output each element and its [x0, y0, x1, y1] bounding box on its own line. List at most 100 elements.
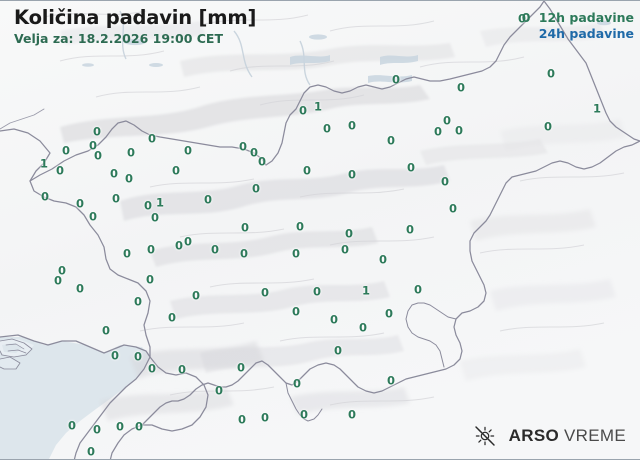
station-value[interactable]: 0	[93, 148, 103, 163]
station-value[interactable]: 0	[298, 103, 308, 118]
station-value[interactable]: 0	[101, 323, 111, 338]
station-value[interactable]: 1	[361, 283, 371, 298]
station-value[interactable]: 0	[440, 174, 450, 189]
station-value[interactable]: 0	[344, 226, 354, 241]
station-value[interactable]: 0	[322, 121, 332, 136]
austria-slovenia-border	[29, 1, 545, 182]
legend-label-24h: 24h padavine	[538, 25, 634, 41]
station-value[interactable]: 0	[386, 373, 396, 388]
station-value[interactable]: 0	[55, 163, 65, 178]
station-value[interactable]: 0	[203, 192, 213, 207]
station-value[interactable]: 0	[143, 198, 153, 213]
station-value[interactable]: 0	[240, 220, 250, 235]
station-value[interactable]: 0	[126, 145, 136, 160]
station-value[interactable]: 0	[115, 419, 125, 434]
station-value[interactable]: 0	[167, 310, 177, 325]
station-value[interactable]: 0	[75, 196, 85, 211]
station-value[interactable]: 0	[110, 348, 120, 363]
brand-name-arso: ARSO	[508, 426, 559, 445]
station-value[interactable]: 1	[313, 99, 323, 114]
station-value[interactable]: 0	[543, 119, 553, 134]
station-value[interactable]: 0	[329, 312, 339, 327]
station-value[interactable]: 0	[378, 252, 388, 267]
station-value[interactable]: 1	[39, 156, 49, 171]
station-value[interactable]: 0	[145, 272, 155, 287]
station-value[interactable]: 0	[251, 181, 261, 196]
station-value[interactable]: 0	[391, 72, 401, 87]
station-value[interactable]: 0	[249, 145, 259, 160]
station-value[interactable]: 0	[150, 210, 160, 225]
station-value[interactable]: 0	[133, 294, 143, 309]
station-value[interactable]: 0	[147, 131, 157, 146]
station-value[interactable]: 0	[236, 360, 246, 375]
station-value[interactable]: 0	[191, 288, 201, 303]
station-value[interactable]: 0	[347, 407, 357, 422]
station-value[interactable]: 0	[238, 139, 248, 154]
station-value[interactable]: 0	[454, 123, 464, 138]
station-value[interactable]: 0	[291, 304, 301, 319]
station-value[interactable]: 1	[155, 195, 165, 210]
station-value[interactable]: 0	[67, 418, 77, 433]
station-value[interactable]: 0	[448, 201, 458, 216]
station-value[interactable]: 0	[405, 222, 415, 237]
station-value[interactable]: 0	[57, 263, 67, 278]
station-value[interactable]: 0	[386, 133, 396, 148]
station-value[interactable]: 0	[92, 124, 102, 139]
station-value[interactable]: 0	[88, 138, 98, 153]
station-value[interactable]: 0	[53, 273, 63, 288]
station-value[interactable]: 0	[88, 209, 98, 224]
legend-row-12h[interactable]: 0 12h padavine	[522, 10, 634, 26]
station-value[interactable]: 0	[358, 320, 368, 335]
station-value[interactable]: 0	[312, 284, 322, 299]
marano-lagoon	[0, 356, 21, 370]
station-value[interactable]: 0	[302, 163, 312, 178]
station-value[interactable]: 0	[517, 11, 527, 26]
station-value[interactable]: 0	[86, 444, 96, 459]
station-value[interactable]: 0	[122, 246, 132, 261]
station-value[interactable]: 0	[147, 361, 157, 376]
station-value[interactable]: 0	[134, 419, 144, 434]
station-value[interactable]: 0	[237, 412, 247, 427]
station-value[interactable]: 0	[124, 171, 134, 186]
station-value[interactable]: 0	[210, 242, 220, 257]
station-value[interactable]: 0	[456, 80, 466, 95]
station-value[interactable]: 0	[171, 163, 181, 178]
station-value[interactable]: 0	[347, 118, 357, 133]
station-value[interactable]: 0	[546, 66, 556, 81]
station-value[interactable]: 0	[292, 376, 302, 391]
station-value[interactable]: 0	[260, 285, 270, 300]
station-value[interactable]: 0	[347, 167, 357, 182]
station-value[interactable]: 0	[174, 238, 184, 253]
station-value[interactable]: 0	[61, 143, 71, 158]
station-value[interactable]: 0	[413, 282, 423, 297]
station-value[interactable]: 0	[299, 407, 309, 422]
station-value[interactable]: 1	[592, 101, 602, 116]
station-value[interactable]: 0	[257, 154, 267, 169]
station-value[interactable]: 0	[333, 343, 343, 358]
station-value[interactable]: 0	[239, 246, 249, 261]
station-value[interactable]: 0	[111, 191, 121, 206]
station-value[interactable]: 0	[433, 124, 443, 139]
station-value[interactable]: 0	[40, 189, 50, 204]
legend-row-24h[interactable]: 24h padavine	[522, 26, 634, 42]
station-value[interactable]: 0	[295, 219, 305, 234]
station-value[interactable]: 0	[214, 383, 224, 398]
station-value[interactable]: 0	[177, 362, 187, 377]
station-value[interactable]: 0	[406, 160, 416, 175]
station-value[interactable]: 0	[384, 306, 394, 321]
hydrography	[119, 10, 311, 86]
station-value[interactable]: 0	[442, 113, 452, 128]
station-value[interactable]: 0	[133, 349, 143, 364]
station-value[interactable]: 0	[75, 281, 85, 296]
station-value[interactable]: 0	[183, 234, 193, 249]
station-value[interactable]: 0	[183, 143, 193, 158]
station-value[interactable]: 0	[291, 246, 301, 261]
brand-logo[interactable]: ARSO VREME	[474, 425, 626, 447]
station-value[interactable]: 0	[92, 422, 102, 437]
station-value[interactable]: 0	[146, 242, 156, 257]
station-value[interactable]: 0	[340, 242, 350, 257]
station-value[interactable]: 0	[260, 410, 270, 425]
station-value[interactable]: 0	[109, 166, 119, 181]
